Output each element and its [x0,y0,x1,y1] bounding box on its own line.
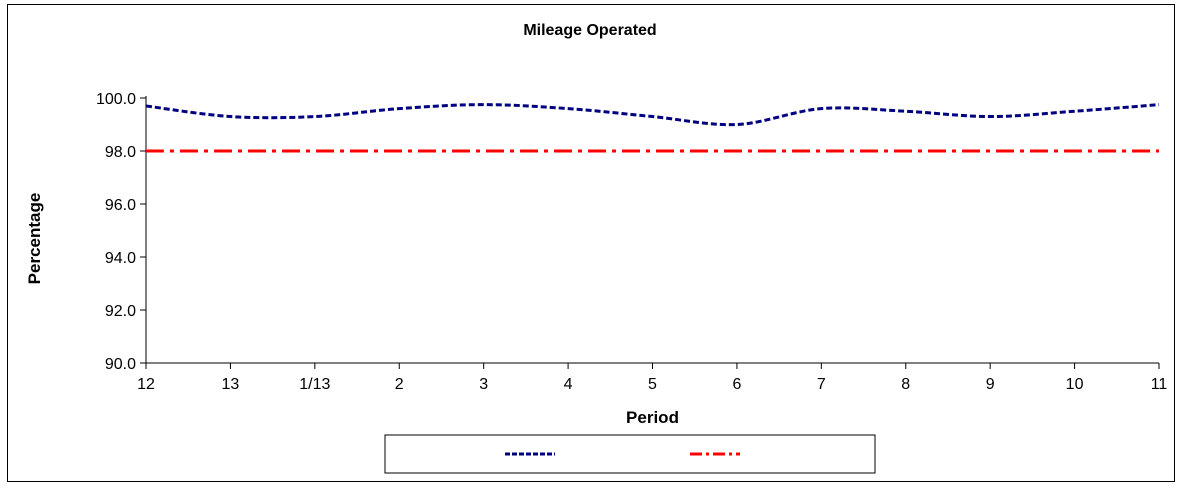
x-tick-label: 3 [479,376,488,393]
chart-frame: Mileage Operated 12 13 1/13 2 3 4 5 6 7 8 9 10 11 90… [7,4,1175,482]
line-chart: Mileage Operated 12 13 1/13 2 3 4 5 6 7 8 9 10 11 90… [25,22,1167,474]
y-axis-title: Percentage [25,193,44,285]
y-tick-label: 100.0 [96,91,136,108]
x-tick-label: 5 [648,376,657,393]
y-axis-ticks: 90.0 92.0 94.0 96.0 98.0 100.0 [96,91,146,373]
y-tick-label: 96.0 [105,197,136,214]
y-tick-label: 98.0 [105,144,136,161]
x-axis-title: Period [626,408,679,427]
legend-box [384,434,876,474]
x-tick-label: 13 [222,376,240,393]
x-tick-label: 8 [901,376,910,393]
axes [145,96,1159,364]
x-tick-label: 6 [732,376,741,393]
x-tick-label: 7 [817,376,826,393]
x-tick-label: 10 [1066,376,1084,393]
x-axis-ticks: 12 13 1/13 2 3 4 5 6 7 8 9 10 11 [137,363,1167,393]
legend [384,434,876,474]
x-tick-label: 9 [986,376,995,393]
x-tick-label: 1/13 [299,376,330,393]
chart-title: Mileage Operated [523,22,656,39]
x-tick-label: 12 [137,376,155,393]
y-tick-label: 94.0 [105,250,136,267]
x-tick-label: 2 [395,376,404,393]
x-tick-label: 11 [1151,376,1168,393]
y-tick-label: 92.0 [105,303,136,320]
x-tick-label: 4 [564,376,573,393]
series-layer [145,103,1160,153]
y-tick-label: 90.0 [105,356,136,373]
series-line-1 [145,103,1160,127]
